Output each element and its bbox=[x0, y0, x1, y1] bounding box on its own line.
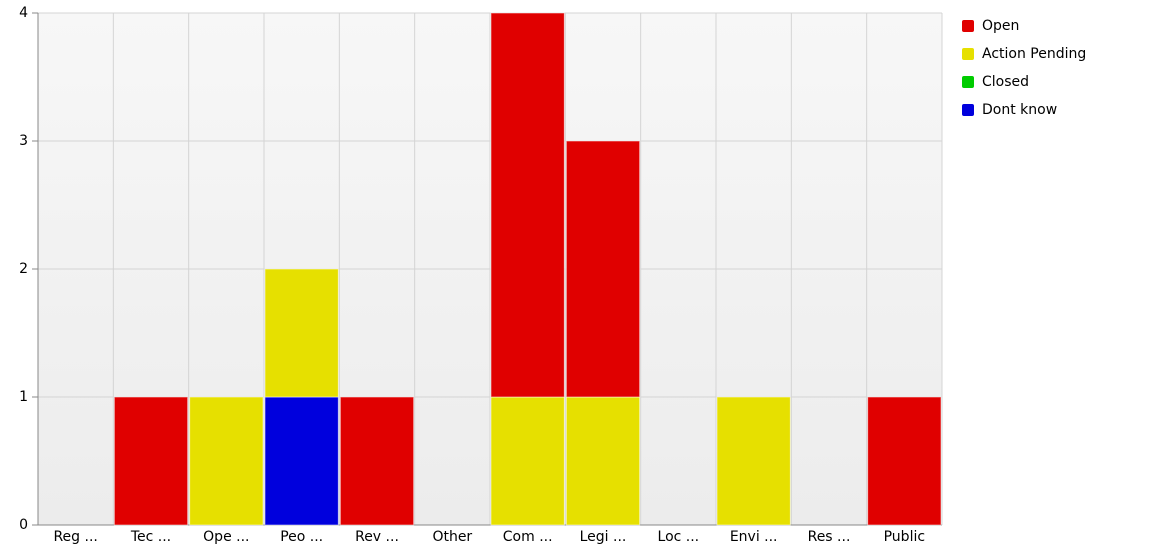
y-tick-label: 0 bbox=[19, 517, 28, 533]
y-tick-label: 1 bbox=[19, 389, 28, 405]
bar-segment bbox=[867, 396, 942, 526]
bar-segment bbox=[716, 396, 791, 526]
x-tick-label: Rev ... bbox=[355, 529, 399, 545]
bar-segment bbox=[264, 268, 339, 398]
bar-segment bbox=[490, 12, 565, 398]
bar-segment bbox=[264, 396, 339, 526]
x-tick-label: Com ... bbox=[503, 529, 553, 545]
legend-swatch bbox=[962, 20, 974, 32]
legend-label: Action Pending bbox=[982, 46, 1086, 62]
y-tick-label: 3 bbox=[19, 133, 28, 149]
legend-label: Dont know bbox=[982, 102, 1057, 118]
bar-segment bbox=[189, 396, 264, 526]
x-tick-label: Res ... bbox=[808, 529, 851, 545]
bar-segment bbox=[339, 396, 415, 526]
x-tick-label: Other bbox=[432, 529, 472, 545]
x-tick-label: Envi ... bbox=[730, 529, 778, 545]
x-tick-label: Tec ... bbox=[130, 529, 171, 545]
legend-label: Closed bbox=[982, 74, 1029, 90]
legend-swatch bbox=[962, 48, 974, 60]
x-tick-label: Legi ... bbox=[580, 529, 627, 545]
y-tick-label: 4 bbox=[19, 5, 28, 21]
bar-segment bbox=[490, 396, 565, 526]
bar-segment bbox=[565, 396, 641, 526]
y-tick-label: 2 bbox=[19, 261, 28, 277]
bar-segment bbox=[565, 140, 641, 398]
bar-segment bbox=[113, 396, 189, 526]
x-tick-label: Ope ... bbox=[203, 529, 249, 545]
legend-swatch bbox=[962, 104, 974, 116]
legend-label: Open bbox=[982, 18, 1019, 34]
x-tick-label: Peo ... bbox=[280, 529, 323, 545]
x-tick-label: Public bbox=[884, 529, 925, 545]
x-tick-label: Loc ... bbox=[658, 529, 700, 545]
legend-swatch bbox=[962, 76, 974, 88]
x-tick-label: Reg ... bbox=[53, 529, 97, 545]
